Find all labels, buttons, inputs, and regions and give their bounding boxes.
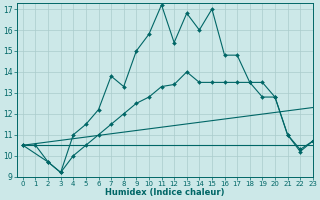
X-axis label: Humidex (Indice chaleur): Humidex (Indice chaleur) bbox=[105, 188, 224, 197]
